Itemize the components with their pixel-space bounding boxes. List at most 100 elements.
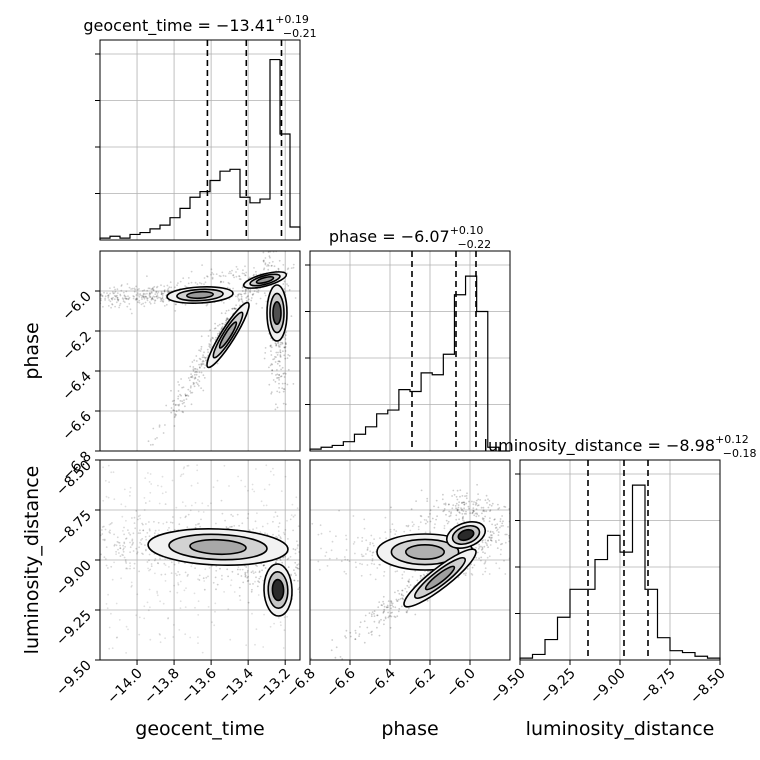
sample-point: [123, 301, 126, 303]
sample-point: [186, 394, 189, 397]
sample-point: [150, 288, 153, 291]
sample-point: [275, 241, 277, 243]
sample-point: [288, 662, 290, 664]
sample-point: [117, 298, 120, 301]
sample-point: [177, 404, 180, 407]
sample-point: [175, 414, 178, 416]
sample-point: [148, 500, 151, 502]
sample-point: [130, 312, 133, 315]
sample-point: [280, 537, 282, 540]
sample-point: [489, 517, 491, 519]
sample-point: [149, 302, 152, 305]
sample-point: [220, 327, 223, 330]
sample-point: [284, 338, 287, 340]
sample-point: [264, 347, 267, 349]
sample-point: [345, 538, 348, 541]
sample-point: [262, 260, 265, 263]
sample-point: [222, 281, 225, 283]
sample-point: [119, 293, 122, 296]
sample-point: [264, 257, 267, 259]
sample-point: [240, 293, 243, 296]
sample-point: [456, 498, 459, 501]
sample-point: [190, 392, 192, 394]
sample-point: [191, 375, 194, 377]
sample-point: [111, 298, 114, 301]
sample-point: [511, 511, 513, 513]
sample-point: [239, 599, 242, 601]
sample-point: [179, 516, 182, 519]
sample-point: [112, 471, 115, 474]
sample-point: [531, 541, 533, 543]
sample-point: [183, 401, 185, 404]
sample-point: [232, 274, 235, 276]
sample-point: [483, 562, 486, 565]
sample-point: [196, 482, 199, 484]
sample-point: [261, 307, 263, 309]
sample-point: [384, 516, 387, 519]
sample-point: [527, 556, 529, 558]
sample-point: [205, 304, 208, 307]
sample-point: [136, 551, 139, 554]
sample-point: [154, 572, 156, 575]
histogram-bin: [545, 640, 558, 660]
sample-point: [133, 567, 136, 570]
sample-point: [158, 424, 161, 427]
sample-point: [286, 357, 289, 359]
sample-point: [407, 525, 409, 528]
sample-point: [214, 339, 217, 341]
x-tick-label: −9.25: [537, 666, 579, 708]
sample-point: [49, 305, 51, 307]
sample-point: [253, 273, 255, 276]
sample-point: [138, 301, 141, 304]
sample-point: [270, 392, 273, 395]
sample-point: [125, 625, 128, 628]
sample-point: [235, 275, 238, 278]
sample-point: [195, 373, 198, 376]
sample-point: [138, 616, 141, 619]
sample-point: [240, 295, 243, 298]
sample-point: [355, 566, 357, 569]
sample-point: [279, 346, 281, 348]
sample-point: [114, 305, 116, 308]
sample-point: [399, 598, 402, 600]
sample-point: [497, 503, 499, 506]
sample-point: [168, 291, 170, 293]
sample-point: [198, 522, 201, 525]
sample-point: [200, 348, 203, 350]
sample-point: [426, 521, 429, 523]
sample-point: [468, 500, 470, 503]
sample-point: [104, 297, 106, 300]
sample-point: [463, 512, 466, 515]
sample-point: [482, 517, 485, 520]
sample-point: [484, 561, 487, 564]
sample-point: [463, 503, 466, 506]
sample-point: [513, 528, 515, 530]
sample-point: [208, 343, 211, 345]
sample-point: [125, 562, 128, 564]
sample-point: [274, 356, 276, 358]
sample-point: [122, 547, 125, 550]
sample-point: [139, 541, 141, 544]
sample-point: [270, 346, 273, 349]
y-tick-label: −6.2: [59, 329, 94, 364]
sample-point: [357, 536, 359, 539]
sample-point: [340, 594, 342, 596]
histogram-bin: [620, 552, 633, 660]
sample-point: [471, 512, 474, 515]
sample-point: [151, 298, 154, 300]
sample-point: [286, 615, 288, 618]
sample-point: [155, 290, 158, 293]
sample-point: [256, 565, 258, 568]
sample-point: [275, 561, 277, 563]
x-tick-label: −13.4: [215, 665, 257, 707]
sample-point: [370, 613, 373, 616]
sample-point: [178, 384, 181, 386]
sample-point: [480, 549, 483, 551]
sample-point: [329, 569, 331, 571]
sample-point: [101, 295, 104, 298]
sample-point: [297, 545, 299, 547]
sample-point: [288, 289, 291, 291]
sample-point: [383, 610, 385, 613]
sample-point: [371, 611, 374, 613]
sample-point: [387, 600, 390, 602]
